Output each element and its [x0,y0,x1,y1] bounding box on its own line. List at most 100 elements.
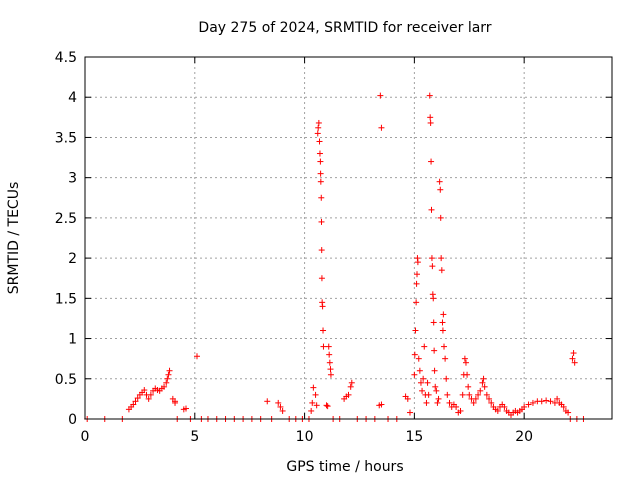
data-point [134,395,141,402]
data-point [345,391,352,398]
data-point [462,359,469,366]
y-tick-label: 3.5 [55,130,77,146]
data-point [327,371,334,378]
data-point [569,355,576,362]
data-point [479,379,486,386]
y-axis-label: SRMTID / TECUs [6,182,22,295]
data-point [318,247,325,254]
data-point [314,130,321,137]
data-point [315,124,322,131]
data-point [316,150,323,157]
data-point [316,138,323,145]
grid-lines [85,57,612,419]
data-point [439,327,446,334]
data-point [446,399,453,406]
data-point [318,218,325,225]
data-point [145,395,152,402]
chart-title: Day 275 of 2024, SRMTID for receiver lar… [198,20,491,36]
data-point [411,371,418,378]
data-point [434,399,441,406]
data-point [440,311,447,318]
data-point [538,398,545,405]
data-point [326,359,333,366]
data-point [525,401,532,408]
data-point [433,387,440,394]
data-point [442,355,449,362]
data-point [488,399,495,406]
data-point [377,92,384,99]
data-point [429,263,436,270]
data-point [414,259,421,266]
data-point [435,395,442,402]
data-point [163,379,170,386]
data-point [325,343,332,350]
data-point [443,375,450,382]
data-point [404,395,411,402]
y-tick-label: 4.5 [55,50,77,66]
data-point [318,194,325,201]
data-point [420,375,427,382]
data-point [275,399,282,406]
data-point [413,280,420,287]
data-point [475,391,482,398]
data-point [264,398,271,405]
data-point [320,327,327,334]
x-tick-label: 5 [190,429,199,445]
x-tick-label: 20 [515,429,533,445]
data-point [470,399,477,406]
data-point [165,371,172,378]
data-point [378,124,385,131]
data-point [317,170,324,177]
data-point [453,403,460,410]
data-point [430,319,437,326]
data-point [486,395,493,402]
data-point [481,383,488,390]
x-tick-label: 10 [296,429,314,445]
data-point [565,409,572,416]
data-point [309,399,316,406]
data-point [428,255,435,262]
data-point [130,401,137,408]
data-point [412,327,419,334]
data-point [560,403,567,410]
data-point [461,355,468,362]
x-axis-label: GPS time / hours [286,459,403,475]
data-point [529,399,536,406]
data-point [430,295,437,302]
data-point [483,391,490,398]
data-point [501,403,508,410]
data-point [423,399,430,406]
data-point [437,186,444,193]
data-point [320,343,327,350]
data-point [313,402,320,409]
y-tick-label: 0.5 [55,372,77,388]
data-point [477,387,484,394]
data-point [312,391,319,398]
data-point [132,398,139,405]
x-tick-label: 0 [81,429,90,445]
data-point [438,267,445,274]
y-tick-label: 1.5 [55,291,77,307]
data-point [428,206,435,213]
data-point [378,401,385,408]
data-point [472,395,479,402]
data-point [318,275,325,282]
y-tick-label: 0 [68,412,77,428]
data-point [543,397,550,404]
data-point [439,319,446,326]
data-point [431,347,438,354]
data-point [425,391,432,398]
data-point [147,391,154,398]
data-point [308,407,315,414]
data-point [319,303,326,310]
data-point [347,383,354,390]
plot-frame [84,56,613,420]
data-point [570,350,577,357]
data-point [166,367,173,374]
y-tick-label: 2 [68,251,77,267]
data-point [279,407,286,414]
data-point [431,367,438,374]
data-point [323,402,330,409]
data-point [348,379,355,386]
data-point [444,391,451,398]
